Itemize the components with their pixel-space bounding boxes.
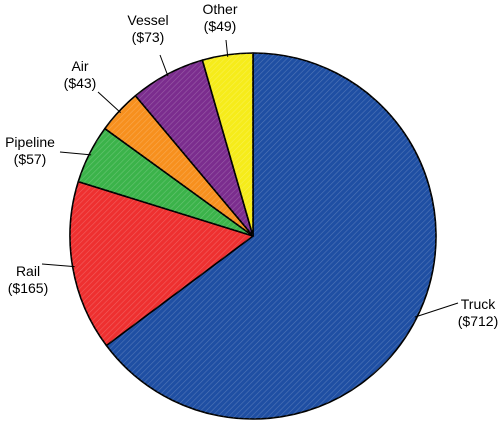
label-air-value: ($43) xyxy=(64,75,97,91)
label-truck-name: Truck xyxy=(461,296,496,312)
slice-truck xyxy=(105,52,437,420)
labels-layer: Truck($712)Rail($165)Pipeline($57)Air($4… xyxy=(5,1,498,329)
leader-line-truck xyxy=(414,302,459,318)
label-rail-name: Rail xyxy=(16,263,40,279)
slice-other-hatch xyxy=(202,52,253,236)
label-vessel-name: Vessel xyxy=(127,12,168,28)
slices-layer xyxy=(69,52,437,420)
slice-truck-hatch xyxy=(106,53,437,420)
leader-line-pipeline xyxy=(59,151,92,156)
slice-vessel-hatch xyxy=(135,60,253,236)
label-other-value: ($49) xyxy=(204,18,237,34)
leader-line-other xyxy=(225,39,229,57)
label-other-name: Other xyxy=(202,1,237,17)
slice-pipeline-hatch xyxy=(78,128,253,236)
label-vessel-value: ($73) xyxy=(132,29,165,45)
label-air-name: Air xyxy=(71,58,88,74)
slice-air-hatch xyxy=(104,95,253,237)
label-pipeline-value: ($57) xyxy=(14,151,47,167)
label-truck-value: ($712) xyxy=(458,313,498,329)
slice-rail-hatch xyxy=(70,181,253,346)
leader-line-rail xyxy=(41,263,75,268)
leader-line-vessel xyxy=(159,54,169,77)
slice-rail xyxy=(69,180,254,347)
label-rail-value: ($165) xyxy=(8,280,48,296)
label-pipeline-name: Pipeline xyxy=(5,134,55,150)
leader-line-air xyxy=(97,91,121,113)
